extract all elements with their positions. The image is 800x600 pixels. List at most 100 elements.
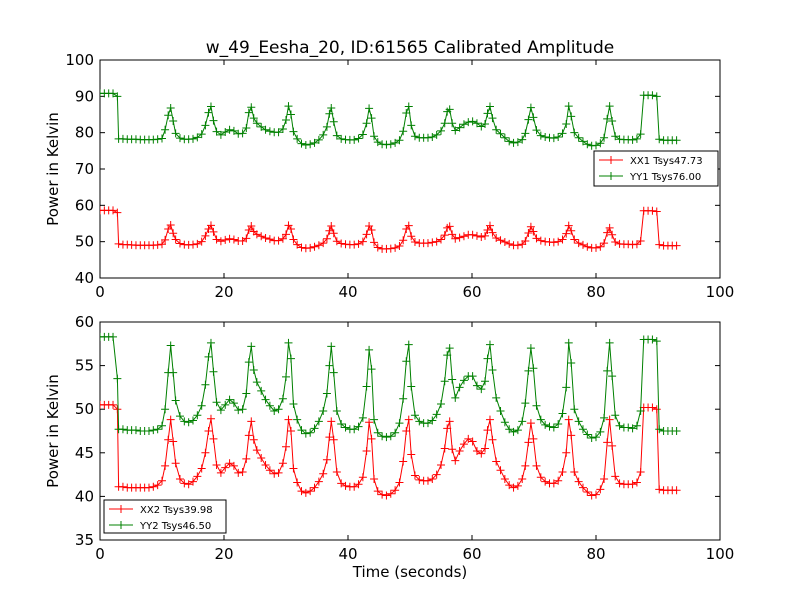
data-point [468, 117, 477, 126]
y-axis-label: Power in Kelvin [44, 374, 62, 488]
data-point [605, 338, 614, 347]
data-point [144, 483, 153, 492]
data-point [445, 417, 454, 426]
data-point [562, 448, 571, 457]
data-point [354, 239, 363, 248]
data-point [399, 236, 408, 245]
data-point [322, 234, 331, 243]
y-tick-label: 60 [75, 313, 94, 331]
data-point [382, 433, 391, 442]
legend-box [103, 499, 227, 534]
data-point [325, 433, 334, 442]
data-point [468, 372, 477, 381]
top-panel: 0 20 40 60 80 100 40 50 60 70 80 90 100 w_49_Eesha_20… [44, 38, 734, 301]
data-point [286, 354, 295, 363]
data-point [337, 420, 346, 429]
data-point [373, 428, 382, 437]
data-point [242, 389, 251, 398]
legend-marker [607, 156, 615, 164]
data-point [261, 395, 270, 404]
x-axis-label: Time (seconds) [352, 563, 468, 581]
data-point [293, 240, 302, 249]
data-point [169, 437, 178, 446]
data-point [289, 235, 298, 244]
data-point [496, 129, 505, 138]
y-tick-label: 40 [75, 487, 94, 505]
data-point [252, 378, 261, 387]
data-point [672, 486, 681, 495]
data-point [611, 132, 620, 141]
data-point [286, 427, 295, 435]
data-point [488, 114, 497, 123]
data-point [166, 103, 175, 112]
data-point [306, 428, 315, 437]
data-point [282, 442, 290, 451]
data-point [549, 423, 558, 432]
data-point [113, 92, 122, 101]
data-point [628, 480, 637, 489]
data-point [370, 132, 379, 141]
data-point [229, 399, 238, 408]
data-point [278, 394, 287, 403]
data-point [532, 461, 541, 470]
data-point [558, 129, 567, 138]
x-tick-label: 100 [706, 283, 735, 301]
data-point [144, 427, 153, 435]
data-point [624, 423, 633, 432]
data-point [158, 240, 166, 249]
y-axis-label: Power in Kelvin [44, 112, 62, 226]
data-point [562, 119, 571, 128]
data-point [464, 434, 473, 443]
data-point [402, 109, 411, 118]
y-tick-label: 45 [75, 444, 94, 462]
data-point [608, 372, 617, 381]
data-point [564, 415, 573, 424]
data-point [423, 476, 432, 485]
data-point [274, 405, 283, 414]
data-point [209, 367, 218, 376]
data-point [171, 235, 180, 244]
data-point [212, 398, 221, 407]
data-point [270, 469, 279, 478]
data-point [554, 476, 563, 485]
data-point [485, 102, 494, 111]
data-point [549, 479, 558, 488]
data-point [261, 125, 270, 134]
x-tick-label: 20 [214, 283, 233, 301]
data-point [428, 133, 437, 142]
data-point [636, 236, 645, 245]
data-point [564, 221, 573, 230]
data-point [225, 125, 234, 134]
data-point [432, 470, 441, 479]
data-point [451, 126, 460, 135]
data-point [391, 138, 400, 147]
data-point [171, 396, 180, 405]
data-point [175, 134, 184, 143]
data-point [293, 478, 302, 487]
data-point [468, 437, 477, 446]
data-point [373, 487, 382, 496]
data-point [204, 427, 213, 435]
data-point [492, 125, 501, 134]
data-point [286, 224, 295, 233]
data-point [636, 467, 645, 476]
data-point [603, 114, 612, 123]
data-point [440, 119, 449, 128]
data-point [149, 426, 158, 435]
data-point [189, 477, 197, 486]
data-point [605, 102, 614, 111]
data-point [455, 233, 464, 242]
data-point [118, 482, 127, 491]
data-point [509, 427, 518, 436]
data-point [206, 221, 215, 230]
data-point [225, 395, 234, 404]
data-point [382, 491, 391, 500]
data-point [158, 134, 166, 143]
data-point [365, 418, 374, 427]
data-point [477, 232, 486, 241]
data-point [197, 401, 206, 410]
data-point [608, 441, 617, 450]
data-point [472, 119, 481, 128]
data-point [367, 226, 376, 235]
data-point [197, 130, 206, 139]
